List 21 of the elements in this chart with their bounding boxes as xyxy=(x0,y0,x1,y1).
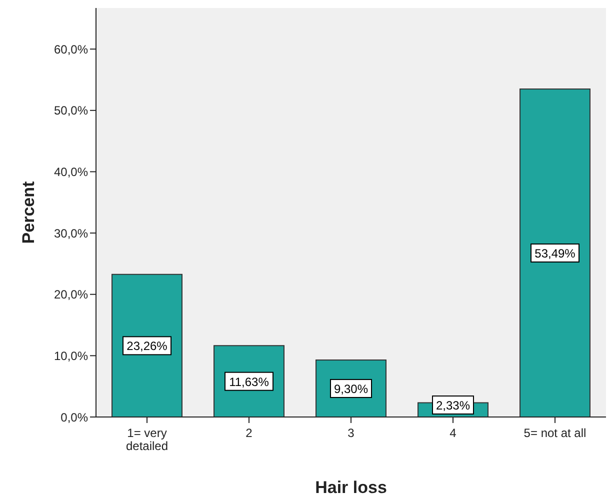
data-label: 9,30% xyxy=(334,382,368,396)
bar xyxy=(112,274,182,417)
y-tick-label: 20,0% xyxy=(54,288,88,302)
y-axis-title: Percent xyxy=(19,180,38,244)
x-axis-title: Hair loss xyxy=(315,478,387,497)
x-tick-label: 3 xyxy=(348,426,355,440)
y-tick-label: 60,0% xyxy=(54,42,88,56)
x-tick-label: 4 xyxy=(450,426,457,440)
y-tick-label: 30,0% xyxy=(54,226,88,240)
bar xyxy=(520,88,590,417)
x-tick-label: 5= not at all xyxy=(524,426,586,440)
x-tick-label: 1= very detailed xyxy=(126,426,168,453)
data-label: 53,49% xyxy=(534,246,576,260)
y-tick-label: 0,0% xyxy=(60,410,88,424)
x-tick-label: 2 xyxy=(246,426,253,440)
y-tick-label: 10,0% xyxy=(54,348,88,363)
y-tick-label: 50,0% xyxy=(54,104,88,118)
y-tick-label: 40,0% xyxy=(54,164,88,179)
data-label: 11,63% xyxy=(229,374,270,389)
data-label: 2,33% xyxy=(436,398,470,412)
data-label: 23,26% xyxy=(126,339,168,354)
